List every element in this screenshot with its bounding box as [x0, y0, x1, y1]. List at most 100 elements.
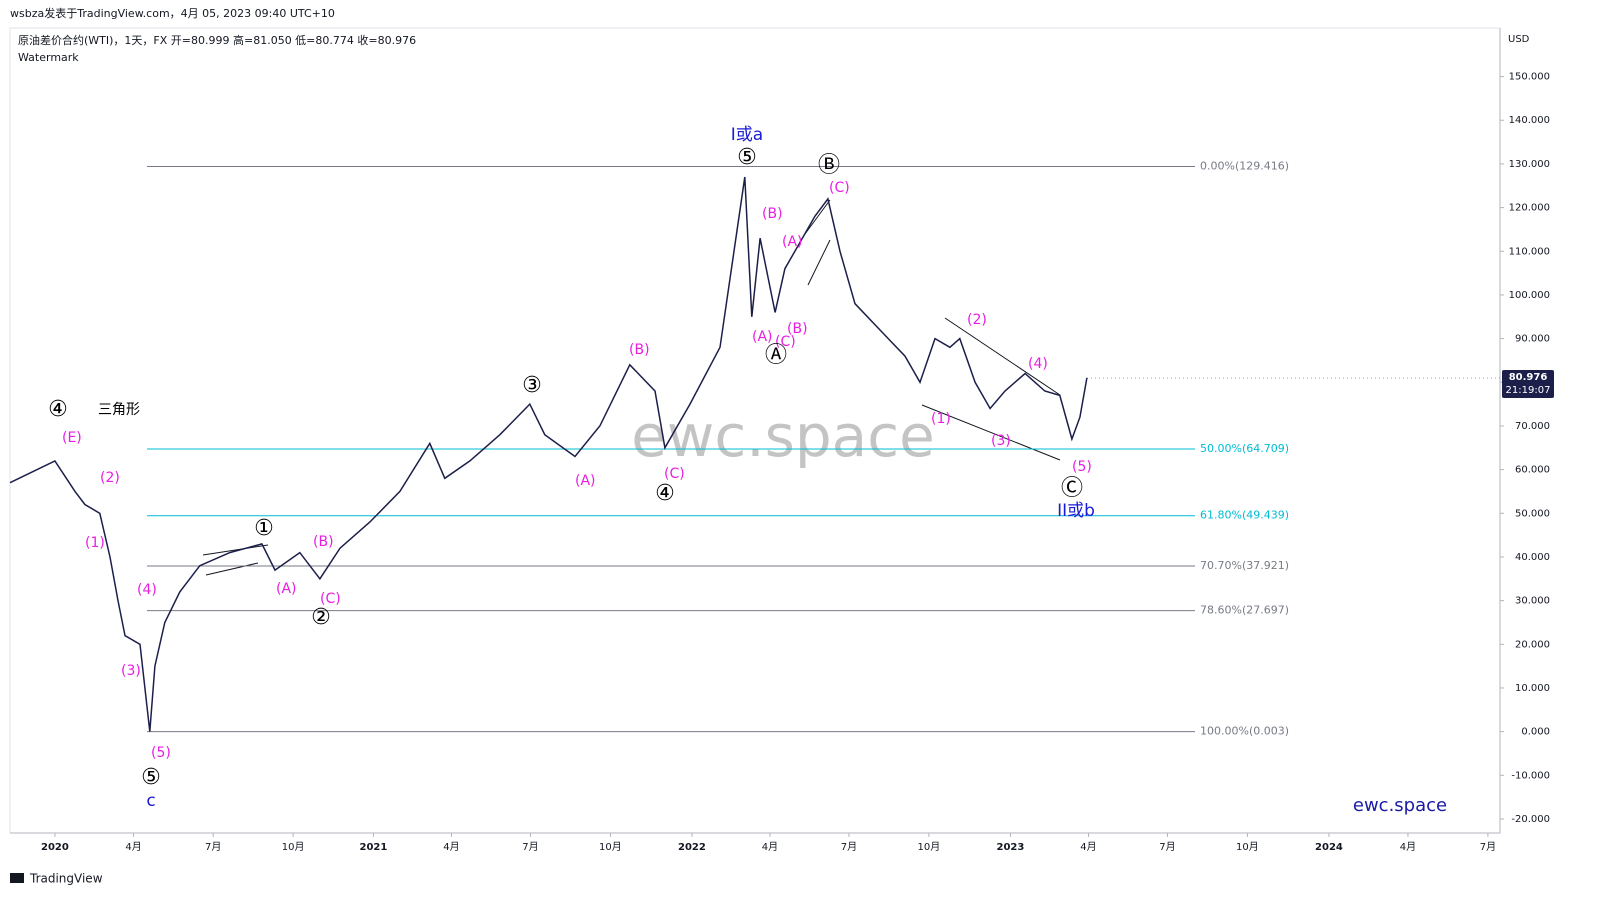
wave-label: ④: [655, 481, 675, 506]
x-tick-label: 4月: [125, 841, 141, 853]
fib-label: 100.00%(0.003): [1200, 725, 1289, 738]
wave-label: (C): [320, 591, 341, 607]
wave-label: (C): [775, 334, 796, 350]
wave-label: (4): [137, 582, 157, 598]
y-tick-label: 130.000: [1509, 159, 1550, 170]
x-tick-label: 10月: [282, 841, 305, 853]
wave-label: I或a: [731, 125, 763, 145]
y-tick-label: 120.000: [1509, 203, 1550, 214]
y-tick-label: 90.000: [1515, 334, 1550, 345]
y-tick-label: 100.000: [1509, 290, 1550, 301]
publisher: wsbza发表于TradingView.com，4月 05, 2023 09:4…: [10, 6, 335, 20]
x-tick-label: 10月: [599, 841, 622, 853]
wave-label: (E): [62, 430, 82, 446]
wave-label: (1): [85, 535, 105, 551]
wave-label: (B): [629, 342, 650, 358]
wave-label: Ⓒ: [1061, 476, 1083, 501]
wave-label: (C): [829, 180, 850, 196]
fib-label: 70.70%(37.921): [1200, 559, 1289, 572]
wave-label: (A): [752, 329, 773, 345]
wave-label: (5): [151, 745, 171, 761]
x-tick-label: 2022: [678, 842, 706, 853]
price-tag: [1502, 370, 1554, 399]
wave-label: Ⓐ: [765, 343, 787, 368]
trend-lines: [202, 199, 1061, 576]
wave-label: (5): [1072, 459, 1092, 475]
y-tick-label: 60.000: [1515, 465, 1550, 476]
wave-label: ①: [254, 516, 274, 541]
symbol-info: 原油差价合约(WTI)，1天，FX 开=80.999 高=81.050 低=80…: [18, 33, 416, 47]
wave-label: c: [146, 791, 155, 811]
x-tick-label: 10月: [918, 841, 941, 853]
wave-label: (2): [100, 470, 120, 486]
wave-label: (1): [931, 411, 951, 427]
wave-label: (2): [967, 312, 987, 328]
wave-label: (B): [787, 321, 808, 337]
footer-logo: [10, 873, 24, 883]
y-tick-label: 10.000: [1515, 683, 1550, 694]
brand: ewc.space: [1353, 795, 1447, 816]
wave-label: ⑤: [737, 145, 757, 170]
x-tick-label: 7月: [522, 841, 538, 853]
trend-line: [807, 239, 831, 286]
x-tick-label: 10月: [1236, 841, 1259, 853]
wave-label: ⑤: [141, 765, 161, 790]
price-tag-label: 80.976: [1509, 372, 1548, 383]
y-tick-label: 150.000: [1509, 72, 1550, 83]
fib-label: 61.80%(49.439): [1200, 509, 1289, 522]
x-tick-label: 4月: [1400, 841, 1416, 853]
y-tick-label: 0.000: [1521, 727, 1550, 738]
wave-label: (A): [575, 473, 596, 489]
y-tick-label: 110.000: [1509, 246, 1550, 257]
x-tick-label: 4月: [443, 841, 459, 853]
y-tick-label: 70.000: [1515, 421, 1550, 432]
countdown: 21:19:07: [1506, 385, 1551, 396]
logo-icon: [10, 873, 24, 883]
x-tick-label: 4月: [762, 841, 778, 853]
wave-label: 三角形: [98, 402, 140, 418]
trend-line: [944, 317, 1061, 396]
y-tick-label: 20.000: [1515, 639, 1550, 650]
trend-line: [921, 404, 1061, 461]
wave-label: ③: [522, 373, 542, 398]
fib-label: 50.00%(64.709): [1200, 442, 1289, 455]
currency: USD: [1508, 34, 1530, 45]
wave-label: Ⓑ: [818, 153, 840, 178]
y-tick-label: -10.000: [1511, 770, 1550, 781]
x-tick-label: 2023: [997, 842, 1025, 853]
wave-label: (B): [762, 206, 783, 222]
wave-label: (A): [782, 234, 803, 250]
y-tick-label: -20.000: [1511, 814, 1550, 825]
x-tick-label: 2024: [1315, 842, 1343, 853]
trend-line: [804, 199, 831, 235]
x-tick-label: 4月: [1080, 841, 1096, 853]
watermark: ewc.space: [631, 402, 935, 470]
y-tick-label: 140.000: [1509, 115, 1550, 126]
fib-label: 0.00%(129.416): [1200, 159, 1289, 172]
x-tick-label: 2020: [41, 842, 69, 853]
fib-label: 78.60%(27.697): [1200, 604, 1289, 617]
wave-label: (3): [991, 433, 1011, 449]
wave-label: ④: [48, 397, 68, 422]
x-tick-label: 7月: [1480, 841, 1496, 853]
trend-line: [205, 562, 259, 576]
y-tick-label: 50.000: [1515, 508, 1550, 519]
wave-label: II或b: [1057, 501, 1095, 521]
x-tick-label: 7月: [205, 841, 221, 853]
wave-label: (3): [121, 663, 141, 679]
footer: TradingView: [29, 872, 103, 886]
x-tick-label: 7月: [841, 841, 857, 853]
x-tick-label: 7月: [1159, 841, 1175, 853]
wave-label: (C): [664, 466, 685, 482]
wave-label: (4): [1028, 356, 1048, 372]
y-tick-label: 40.000: [1515, 552, 1550, 563]
indicator-name: Watermark: [18, 51, 79, 64]
x-tick-label: 2021: [360, 842, 388, 853]
price-line: [9, 176, 1088, 732]
trend-line: [202, 544, 269, 556]
wave-label: ②: [311, 605, 331, 630]
wave-label: (B): [313, 534, 334, 550]
y-tick-label: 30.000: [1515, 596, 1550, 607]
